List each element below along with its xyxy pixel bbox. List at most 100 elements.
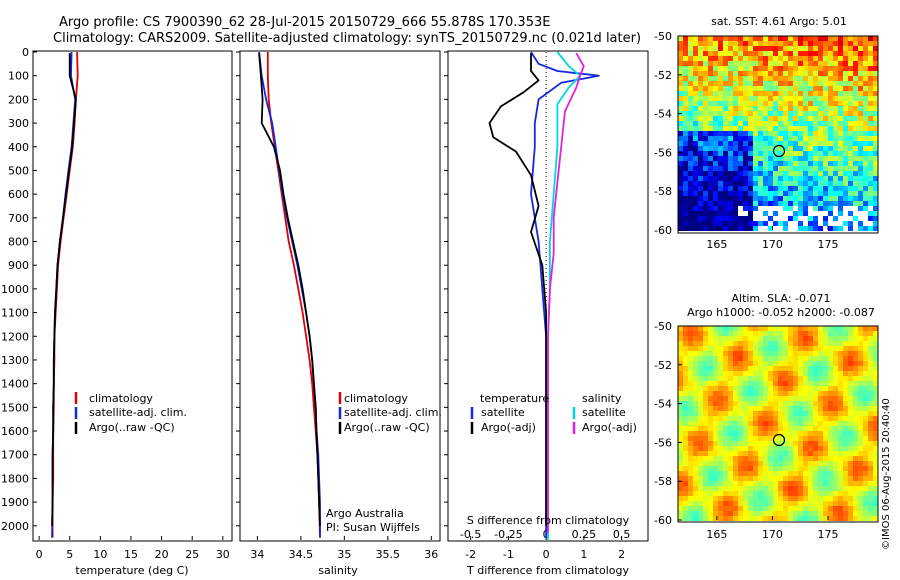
sst-cell: [748, 36, 753, 41]
sla-cell: [678, 421, 683, 426]
sla-cell: [743, 371, 748, 376]
sla-cell: [853, 471, 858, 476]
sla-cell: [748, 446, 753, 451]
sst-cell: [708, 116, 713, 121]
sla-cell: [848, 456, 853, 461]
sla-cell: [703, 466, 708, 471]
sst-cell: [723, 206, 728, 211]
sla-cell: [693, 416, 698, 421]
sst-cell: [773, 181, 778, 186]
sla-cell: [873, 496, 878, 501]
sla-cell: [873, 466, 878, 471]
sst-cell: [693, 106, 698, 111]
sst-cell: [763, 141, 768, 146]
sla-cell: [818, 501, 823, 506]
sla-cell: [823, 421, 828, 426]
sla-cell: [818, 411, 823, 416]
sla-cell: [758, 341, 763, 346]
sst-cell: [793, 91, 798, 96]
sst-cell: [798, 201, 803, 206]
sla-cell: [858, 351, 863, 356]
sla-cell: [718, 501, 723, 506]
sla-cell: [708, 351, 713, 356]
sla-cell: [793, 511, 798, 516]
sst-cell: [713, 181, 718, 186]
sst-cell: [823, 216, 828, 221]
sla-cell: [858, 451, 863, 456]
sla-cell: [693, 361, 698, 366]
sla-cell: [778, 516, 783, 521]
sst-cell: [808, 36, 813, 41]
sst-cell: [788, 76, 793, 81]
sla-cell: [783, 371, 788, 376]
sla-cell: [843, 476, 848, 481]
sst-cell: [763, 221, 768, 226]
sst-cell: [813, 126, 818, 131]
sst-cell: [708, 221, 713, 226]
sst-cell: [823, 121, 828, 126]
sst-cell: [873, 91, 878, 96]
sst-cell: [828, 206, 833, 211]
argo-position-marker: [772, 144, 786, 158]
sla-cell: [753, 496, 758, 501]
sst-cell: [733, 36, 738, 41]
depth-tick-label: 1900: [1, 496, 29, 509]
sla-cell: [698, 461, 703, 466]
sst-cell: [758, 131, 763, 136]
sla-cell: [793, 406, 798, 411]
sst-cell: [853, 116, 858, 121]
sst-cell: [718, 166, 723, 171]
sst-cell: [743, 76, 748, 81]
sst-cell: [753, 101, 758, 106]
sla-cell: [858, 346, 863, 351]
sst-cell: [753, 156, 758, 161]
sst-cell: [758, 111, 763, 116]
sla-cell: [678, 516, 683, 521]
sst-cell: [718, 91, 723, 96]
sla-cell: [813, 431, 818, 436]
sst-cell: [798, 61, 803, 66]
sst-cell: [713, 101, 718, 106]
sst-cell: [713, 146, 718, 151]
sst-cell: [793, 76, 798, 81]
sst-cell: [723, 171, 728, 176]
sst-cell: [763, 186, 768, 191]
sla-cell: [758, 386, 763, 391]
sst-cell: [733, 46, 738, 51]
sst-cell: [803, 41, 808, 46]
sst-cell: [858, 131, 863, 136]
sla-cell: [693, 451, 698, 456]
sla-cell: [798, 481, 803, 486]
sst-cell: [843, 221, 848, 226]
sst-cell: [788, 126, 793, 131]
sla-cell: [743, 396, 748, 401]
sst-cell: [678, 91, 683, 96]
sla-cell: [798, 476, 803, 481]
sst-cell: [803, 131, 808, 136]
sla-cell: [788, 466, 793, 471]
sla-cell: [723, 386, 728, 391]
sst-cell: [708, 211, 713, 216]
sla-cell: [863, 331, 868, 336]
sla-cell: [818, 401, 823, 406]
sla-cell: [713, 366, 718, 371]
x-tick-label: 36: [424, 548, 438, 561]
sst-cell: [693, 226, 698, 231]
sla-cell: [868, 466, 873, 471]
sla-cell: [788, 451, 793, 456]
sst-cell: [758, 121, 763, 126]
sst-cell: [838, 136, 843, 141]
sla-cell: [813, 356, 818, 361]
sst-cell: [823, 101, 828, 106]
sst-cell: [808, 76, 813, 81]
sst-cell: [848, 226, 853, 231]
sla-cell: [823, 506, 828, 511]
sst-cell: [858, 56, 863, 61]
sla-cell: [818, 431, 823, 436]
depth-tick-label: 600: [8, 188, 29, 201]
sla-cell: [683, 446, 688, 451]
sst-cell: [763, 41, 768, 46]
sst-cell: [793, 116, 798, 121]
sla-cell: [813, 361, 818, 366]
sla-cell: [678, 446, 683, 451]
